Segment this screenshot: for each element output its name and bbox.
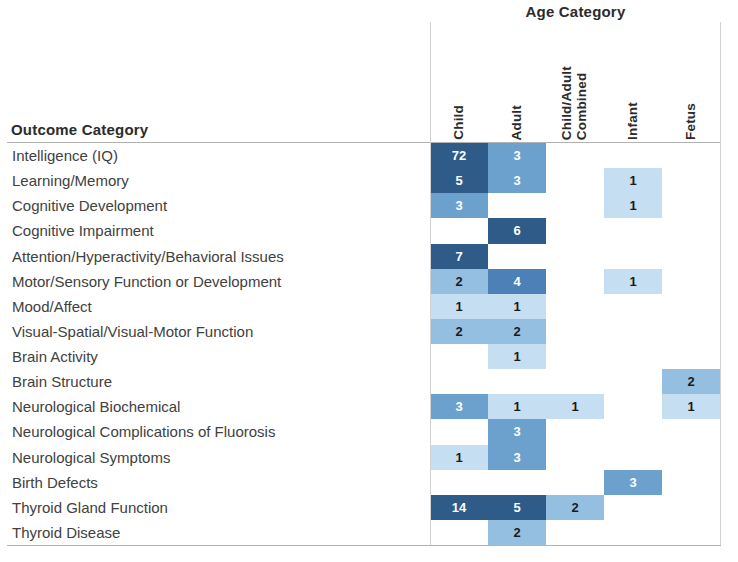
heatmap-cell[interactable]: 72 xyxy=(430,143,488,168)
row-label-mood-affect: Mood/Affect xyxy=(0,294,430,319)
heatmap-cell[interactable]: 3 xyxy=(604,470,662,495)
heatmap-cell[interactable]: 1 xyxy=(488,394,546,419)
column-header-label: Infant xyxy=(626,102,641,140)
heatmap-cell[interactable]: 2 xyxy=(662,369,720,394)
row-label-motor-sensory-function-or-development: Motor/Sensory Function or Development xyxy=(0,269,430,294)
heatmap-cell[interactable]: 1 xyxy=(488,344,546,369)
row-axis-title: Outcome Category xyxy=(11,121,148,138)
row-label-cognitive-development: Cognitive Development xyxy=(0,193,430,218)
heatmap-cell[interactable]: 4 xyxy=(488,269,546,294)
heatmap-cell[interactable]: 3 xyxy=(488,143,546,168)
heatmap-cell[interactable]: 6 xyxy=(488,218,546,243)
bottom-border-line xyxy=(7,545,721,546)
row-label-birth-defects: Birth Defects xyxy=(0,470,430,495)
heatmap-cell[interactable]: 5 xyxy=(488,495,546,520)
row-label-attention-hyperactivity-behavioral-issues: Attention/Hyperactivity/Behavioral Issue… xyxy=(0,244,430,269)
heatmap-cell[interactable]: 14 xyxy=(430,495,488,520)
matrix-right-border-line xyxy=(720,22,721,545)
row-label-cognitive-impairment: Cognitive Impairment xyxy=(0,218,430,243)
column-header-child-adult-combined: Child/Adult Combined xyxy=(546,22,604,140)
row-label-brain-structure: Brain Structure xyxy=(0,369,430,394)
heatmap-cell[interactable]: 3 xyxy=(488,419,546,444)
heatmap-cell[interactable]: 3 xyxy=(488,445,546,470)
heatmap-cell[interactable]: 1 xyxy=(604,168,662,193)
heatmap-cell[interactable]: 1 xyxy=(604,269,662,294)
heatmap-cell[interactable]: 1 xyxy=(430,445,488,470)
row-label-learning-memory: Learning/Memory xyxy=(0,168,430,193)
heatmap-cell[interactable]: 2 xyxy=(488,319,546,344)
column-header-adult: Adult xyxy=(488,22,546,140)
row-label-thyroid-gland-function: Thyroid Gland Function xyxy=(0,495,430,520)
column-header-fetus: Fetus xyxy=(662,22,720,140)
row-label-brain-activity: Brain Activity xyxy=(0,344,430,369)
column-header-infant: Infant xyxy=(604,22,662,140)
heatmap-cell[interactable]: 3 xyxy=(488,168,546,193)
heatmap-cell[interactable]: 1 xyxy=(604,193,662,218)
heatmap-cell[interactable]: 1 xyxy=(488,294,546,319)
column-header-label: Adult xyxy=(510,105,525,141)
row-label-neurological-biochemical: Neurological Biochemical xyxy=(0,394,430,419)
heatmap-cell[interactable]: 1 xyxy=(430,294,488,319)
heatmap-cell[interactable]: 1 xyxy=(546,394,604,419)
heatmap-cell[interactable]: 3 xyxy=(430,394,488,419)
age-outcome-highlight-table: Age Category Outcome Category Child Adult… xyxy=(0,0,738,562)
heatmap-cell[interactable]: 2 xyxy=(430,319,488,344)
row-label-intelligence-iq: Intelligence (IQ) xyxy=(0,143,430,168)
column-header-label: Child xyxy=(452,105,467,140)
heatmap-cell[interactable]: 7 xyxy=(430,244,488,269)
heatmap-cell[interactable]: 2 xyxy=(546,495,604,520)
column-header-label: Fetus xyxy=(684,103,699,140)
heatmap-cell[interactable]: 3 xyxy=(430,193,488,218)
heatmap-cell[interactable]: 2 xyxy=(430,269,488,294)
heatmap-cell[interactable]: 5 xyxy=(430,168,488,193)
column-header-label: Child/Adult Combined xyxy=(560,66,589,140)
row-label-visual-spatial-visual-motor-function: Visual-Spatial/Visual-Motor Function xyxy=(0,319,430,344)
matrix-left-border-line xyxy=(430,22,431,545)
row-label-neurological-complications-of-fluorosis: Neurological Complications of Fluorosis xyxy=(0,419,430,444)
column-axis-title: Age Category xyxy=(430,3,721,20)
row-label-neurological-symptoms: Neurological Symptoms xyxy=(0,445,430,470)
row-label-thyroid-disease: Thyroid Disease xyxy=(0,520,430,545)
column-header-child: Child xyxy=(430,22,488,140)
header-divider-line xyxy=(7,142,721,143)
heatmap-cell[interactable]: 2 xyxy=(488,520,546,545)
heatmap-cell[interactable]: 1 xyxy=(662,394,720,419)
